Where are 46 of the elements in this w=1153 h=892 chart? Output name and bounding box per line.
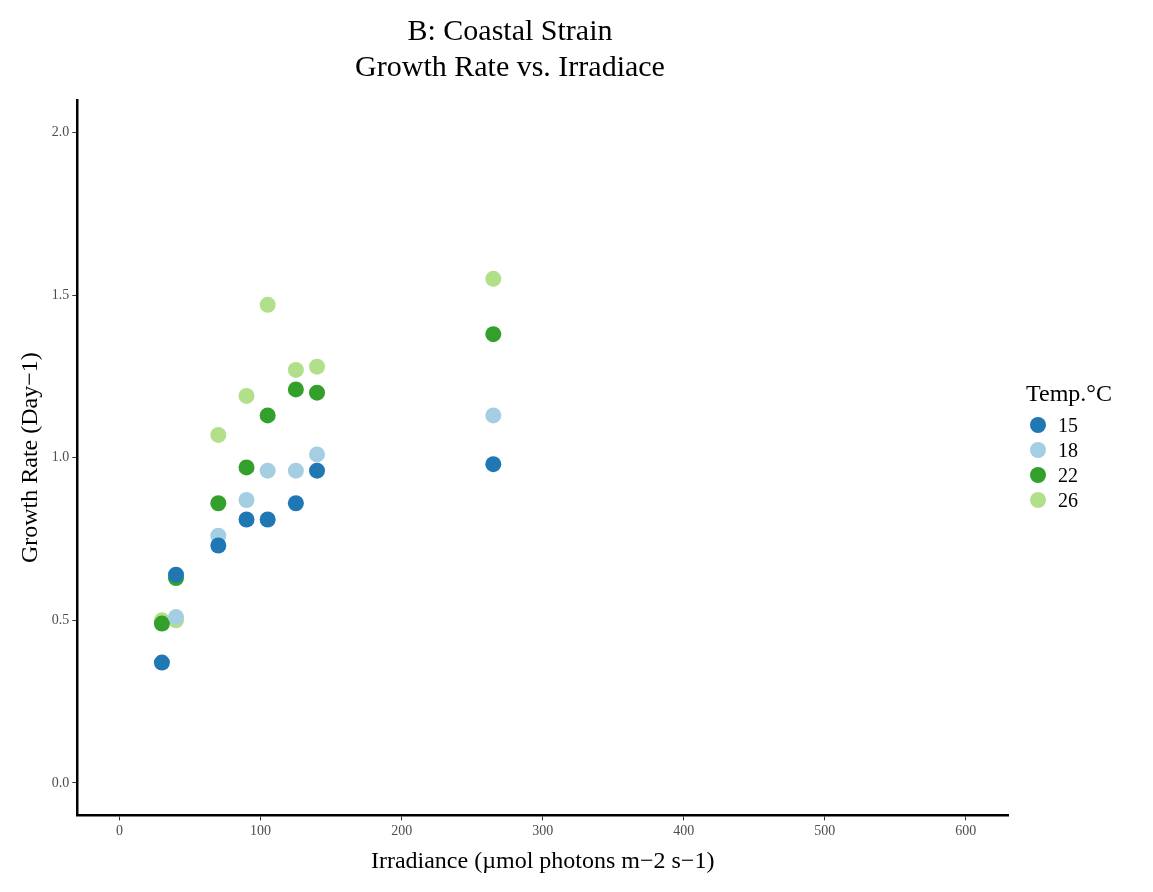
point	[287, 361, 304, 378]
point	[259, 407, 276, 424]
point	[287, 495, 304, 512]
x-tick-label: 200	[391, 823, 413, 839]
x-tick-label: 400	[673, 823, 695, 839]
legend-label: 15	[1058, 413, 1078, 437]
point	[485, 456, 502, 473]
y-tick-label: 1.5	[51, 286, 70, 302]
x-tick-label: 500	[814, 823, 836, 839]
point	[238, 387, 255, 404]
point	[210, 537, 227, 554]
x-tick-label: 600	[955, 823, 977, 839]
legend-label: 22	[1058, 463, 1078, 487]
point	[485, 326, 502, 343]
legend-label: 26	[1058, 488, 1078, 512]
point	[168, 566, 185, 583]
y-tick-label: 0.5	[51, 611, 70, 627]
point	[309, 358, 326, 375]
point	[485, 270, 502, 287]
point	[485, 407, 502, 424]
y-tick-label: 2.0	[51, 124, 70, 140]
point	[238, 511, 255, 528]
point	[259, 296, 276, 313]
x-tick-label: 100	[250, 823, 272, 839]
point	[259, 511, 276, 528]
point	[210, 495, 227, 512]
chart-subtitle: Growth Rate vs. Irradiace	[355, 48, 665, 82]
x-tick-label: 300	[532, 823, 554, 839]
point	[287, 462, 304, 479]
y-tick-label: 1.0	[51, 449, 70, 465]
point	[238, 491, 255, 508]
y-tick-label: 0.0	[51, 774, 70, 790]
point	[153, 654, 170, 671]
x-tick-label: 0	[116, 823, 124, 839]
x-axis-title: Irradiance (µmol photons m−2 s−1)	[370, 846, 715, 873]
legend-title: Temp.°C	[1026, 379, 1112, 407]
point	[287, 381, 304, 398]
point	[309, 384, 326, 401]
point	[309, 446, 326, 463]
point	[210, 426, 227, 443]
point	[259, 462, 276, 479]
chart-title: B: Coastal Strain	[407, 12, 613, 46]
point	[238, 459, 255, 476]
point	[309, 462, 326, 479]
y-axis-title: Growth Rate (Day−1)	[15, 352, 42, 564]
legend-label: 18	[1058, 438, 1078, 462]
